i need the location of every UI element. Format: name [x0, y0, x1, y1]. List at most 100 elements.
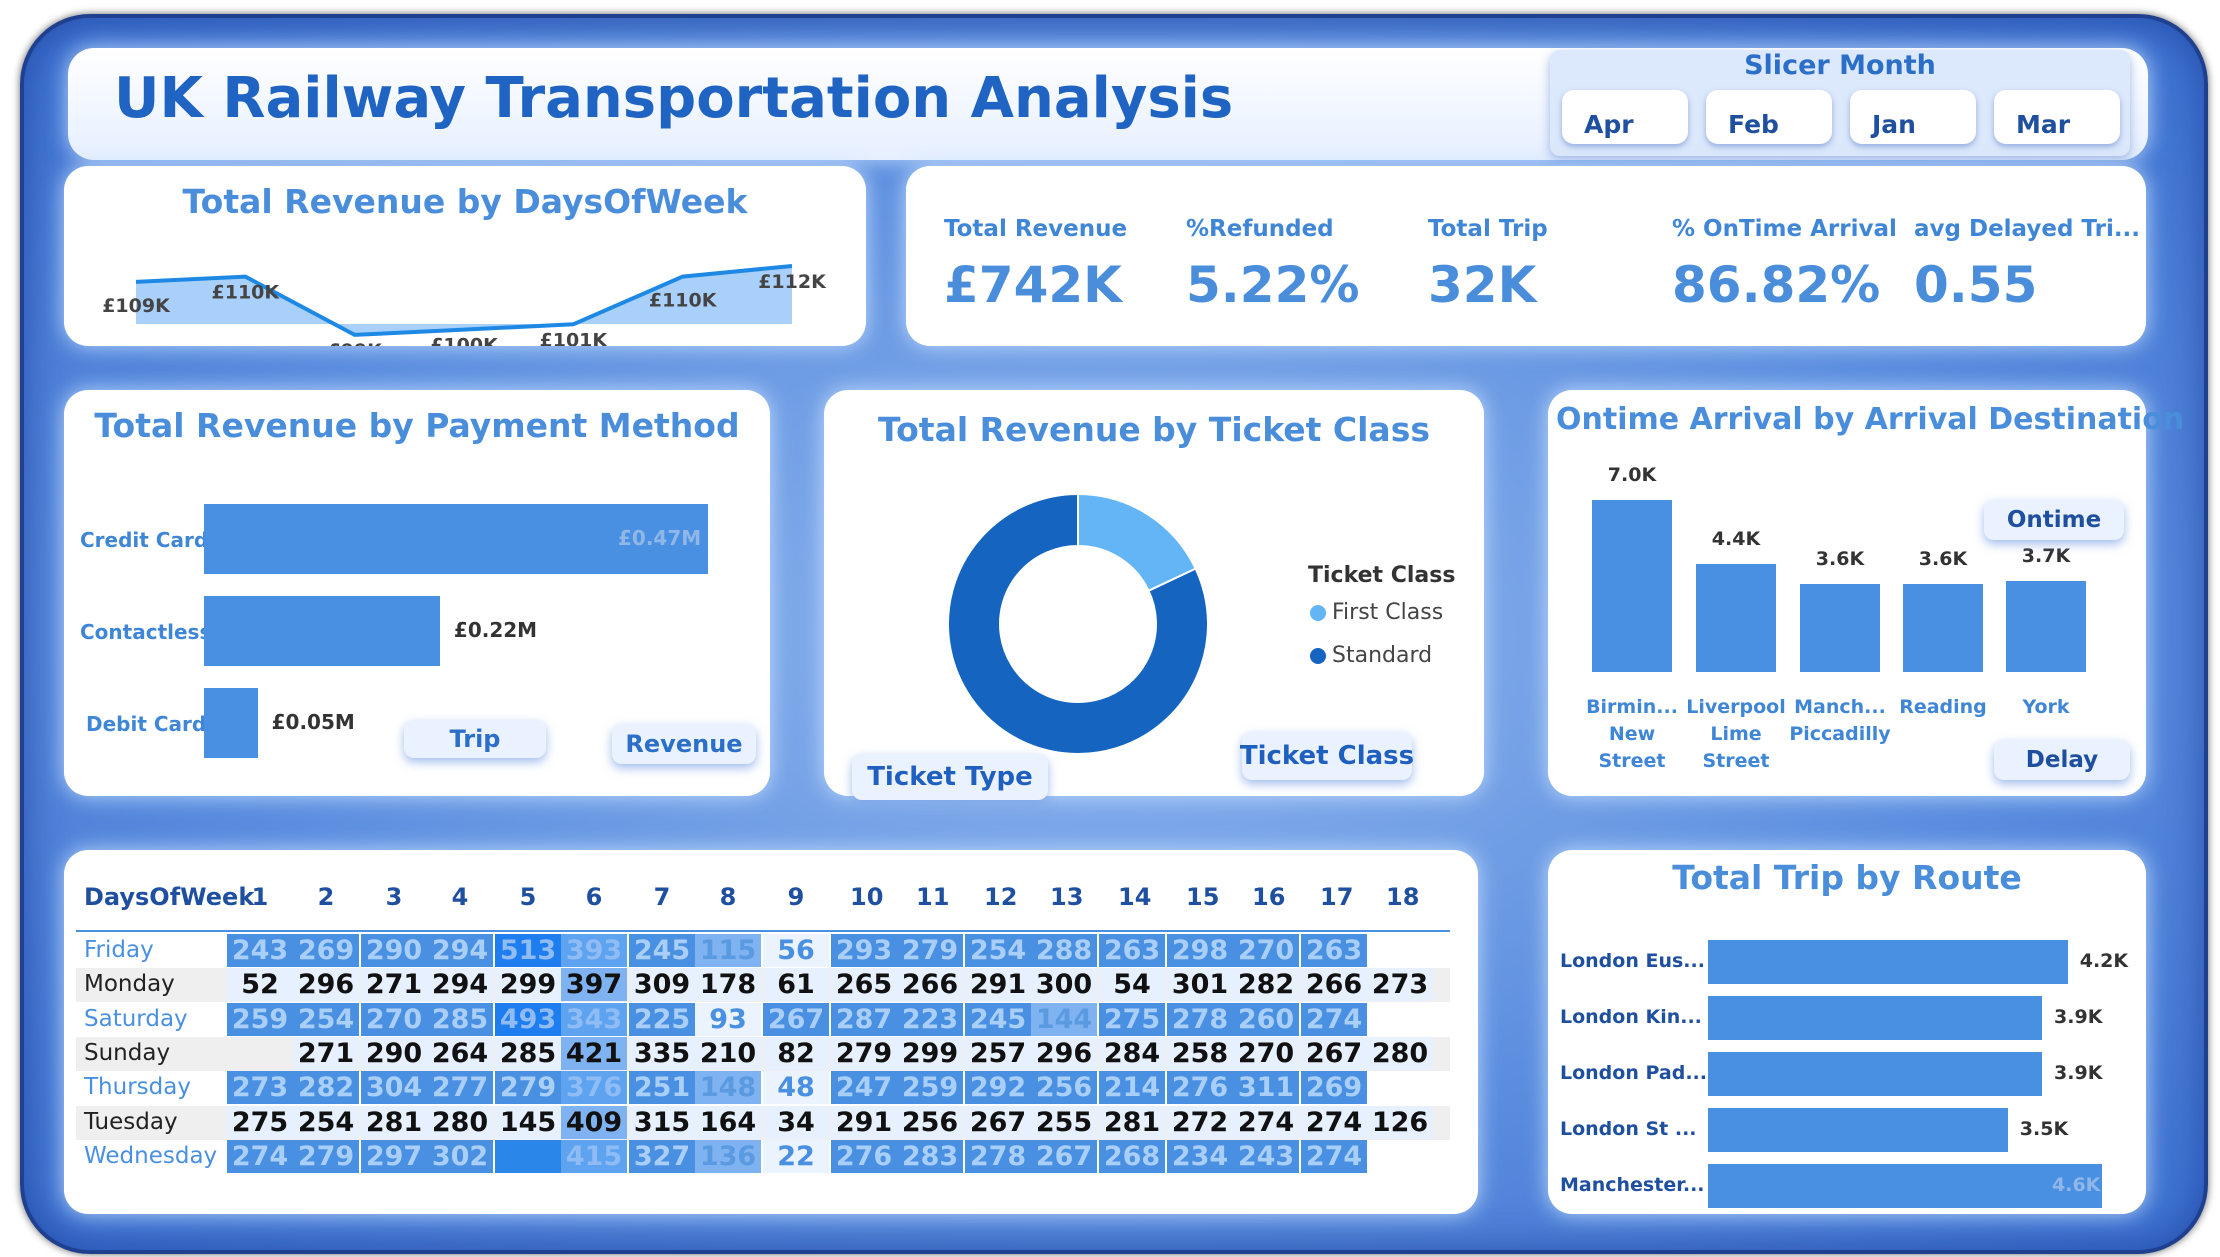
slicer-option-mar[interactable]: Mar: [1994, 90, 2120, 144]
heatmap-cell: 281: [1099, 1105, 1165, 1139]
dow-value-label: £99K: [327, 340, 383, 346]
heatmap-day-label: Sunday: [84, 1039, 171, 1066]
kpi-label: avg Delayed Tri...: [1914, 216, 2141, 242]
heatmap-column-header: 3: [385, 883, 403, 911]
heatmap-cell: 278: [1167, 1002, 1233, 1036]
heatmap-cell: 274: [1301, 1002, 1367, 1036]
heatmap-cell: 61: [763, 968, 829, 1002]
route-bar[interactable]: [1708, 1164, 2102, 1208]
slicer-option-label: Mar: [2016, 110, 2071, 139]
ontime-category-line: Piccadilly: [1789, 723, 1891, 745]
ticket-type-button[interactable]: Ticket Type: [852, 754, 1048, 800]
payment-title: Total Revenue by Payment Method: [94, 406, 740, 445]
heatmap-cell: 493: [495, 1002, 561, 1036]
heatmap-cell: 290: [361, 1036, 427, 1070]
heatmap-cell: 292: [965, 1071, 1031, 1105]
ontime-value-label: 7.0K: [1607, 464, 1657, 486]
route-value-label: 3.5K: [2019, 1118, 2069, 1140]
heatmap-cell: 513: [495, 934, 561, 967]
heatmap-cell: 251: [629, 1071, 695, 1105]
kpi-label: % OnTime Arrival: [1672, 216, 1897, 242]
heatmap-cell: 255: [1031, 1105, 1097, 1139]
heatmap-cell: 415: [561, 1139, 627, 1173]
ontime-bar[interactable]: [1592, 500, 1672, 672]
heatmap-column-header: 17: [1320, 883, 1354, 911]
heatmap-column-header: 8: [719, 883, 737, 911]
ticket-class-button[interactable]: Ticket Class: [1240, 732, 1414, 780]
heatmap-cell: 126: [1367, 1105, 1433, 1139]
slicer-option-feb[interactable]: Feb: [1706, 90, 1832, 144]
heatmap-cell: 267: [1301, 1036, 1367, 1070]
heatmap-cell: 274: [227, 1139, 293, 1173]
route-category-label: London St ...: [1560, 1118, 1697, 1140]
heatmap-cell: 93: [695, 1002, 761, 1036]
payment-category-label: Credit Card: [80, 528, 209, 552]
ontime-value-label: 3.6K: [1815, 547, 1865, 570]
heatmap-cell: 288: [1031, 934, 1097, 967]
heatmap-cell: 335: [629, 1036, 695, 1070]
ontime-bar[interactable]: [1696, 563, 1776, 672]
ontime-category-label: Birmin... New Street: [1572, 694, 1692, 775]
payment-value-label: £0.47M: [618, 526, 702, 550]
donut-slice-standard[interactable]: [947, 492, 1209, 755]
kpi-label: Total Trip: [1428, 216, 1548, 242]
ontime-bar[interactable]: [1800, 583, 1880, 672]
ontime-button[interactable]: Ontime: [1984, 500, 2124, 540]
payment-bar[interactable]: [204, 504, 708, 574]
route-bar[interactable]: [1708, 1052, 2043, 1096]
route-title: Total Trip by Route: [1672, 858, 2022, 897]
heatmap-cell: 272: [1167, 1105, 1233, 1139]
dow-area-fill: [136, 266, 792, 335]
ontime-bar[interactable]: [1903, 583, 1983, 672]
heatmap-cell: 297: [361, 1139, 427, 1173]
heatmap-cell: 298: [1167, 934, 1233, 967]
heatmap-cell: 275: [227, 1105, 293, 1139]
heatmap-column-header: 14: [1118, 883, 1152, 911]
heatmap-cell: 259: [227, 1002, 293, 1036]
heatmap-cell: 48: [763, 1071, 829, 1105]
ontime-category-line: New: [1608, 723, 1656, 745]
ontime-bar[interactable]: [2006, 581, 2086, 672]
heatmap-cell: 263: [1099, 934, 1165, 967]
heatmap-cell: 266: [1301, 968, 1367, 1002]
route-bar[interactable]: [1708, 940, 2068, 984]
kpi-value: 86.82%: [1672, 256, 1881, 314]
heatmap-cell: 223: [897, 1002, 963, 1036]
payment-bar[interactable]: [204, 688, 258, 758]
route-category-label: Manchester...: [1560, 1174, 1705, 1196]
heatmap-cell: 282: [1233, 968, 1299, 1002]
heatmap-cell: [1367, 934, 1433, 967]
heatmap-cell: 343: [561, 1002, 627, 1036]
heatmap-cell: 243: [1233, 1139, 1299, 1173]
heatmap-cell: 52: [227, 968, 293, 1002]
heatmap-cell: 56: [763, 934, 829, 967]
delay-button[interactable]: Delay: [1994, 740, 2130, 780]
heatmap-cell: 291: [831, 1105, 897, 1139]
heatmap-cell: 274: [1233, 1105, 1299, 1139]
route-bar[interactable]: [1708, 996, 2043, 1040]
revenue-button[interactable]: Revenue: [612, 724, 756, 764]
slicer-option-apr[interactable]: Apr: [1562, 90, 1688, 144]
heatmap-cell: 285: [495, 1036, 561, 1070]
heatmap-cell: 144: [1031, 1002, 1097, 1036]
payment-value-label: £0.22M: [453, 618, 538, 642]
heatmap-cell: 315: [629, 1105, 695, 1139]
heatmap-cell: 296: [1031, 1036, 1097, 1070]
heatmap-cell: 273: [227, 1071, 293, 1105]
ontime-category-line: Street: [1702, 750, 1770, 772]
ticket-legend-item[interactable]: Standard: [1310, 643, 1432, 668]
ticket-legend-item[interactable]: First Class: [1310, 600, 1443, 625]
route-category-label: London Eus...: [1560, 950, 1705, 972]
slicer-option-jan[interactable]: Jan: [1850, 90, 1976, 144]
heatmap-day-label: Thursday: [84, 1074, 191, 1101]
payment-bar[interactable]: [204, 596, 440, 666]
route-category-label: London Pad...: [1560, 1062, 1707, 1084]
heatmap-cell: 280: [1367, 1036, 1433, 1070]
ontime-category-line: Street: [1598, 750, 1666, 772]
route-value-label: 3.9K: [2054, 1062, 2103, 1084]
trip-button[interactable]: Trip: [404, 720, 546, 758]
route-bar[interactable]: [1708, 1108, 2008, 1152]
slicer-option-label: Feb: [1728, 110, 1779, 139]
heatmap-cell: 264: [427, 1036, 493, 1070]
heatmap-column-header: 7: [653, 883, 671, 911]
